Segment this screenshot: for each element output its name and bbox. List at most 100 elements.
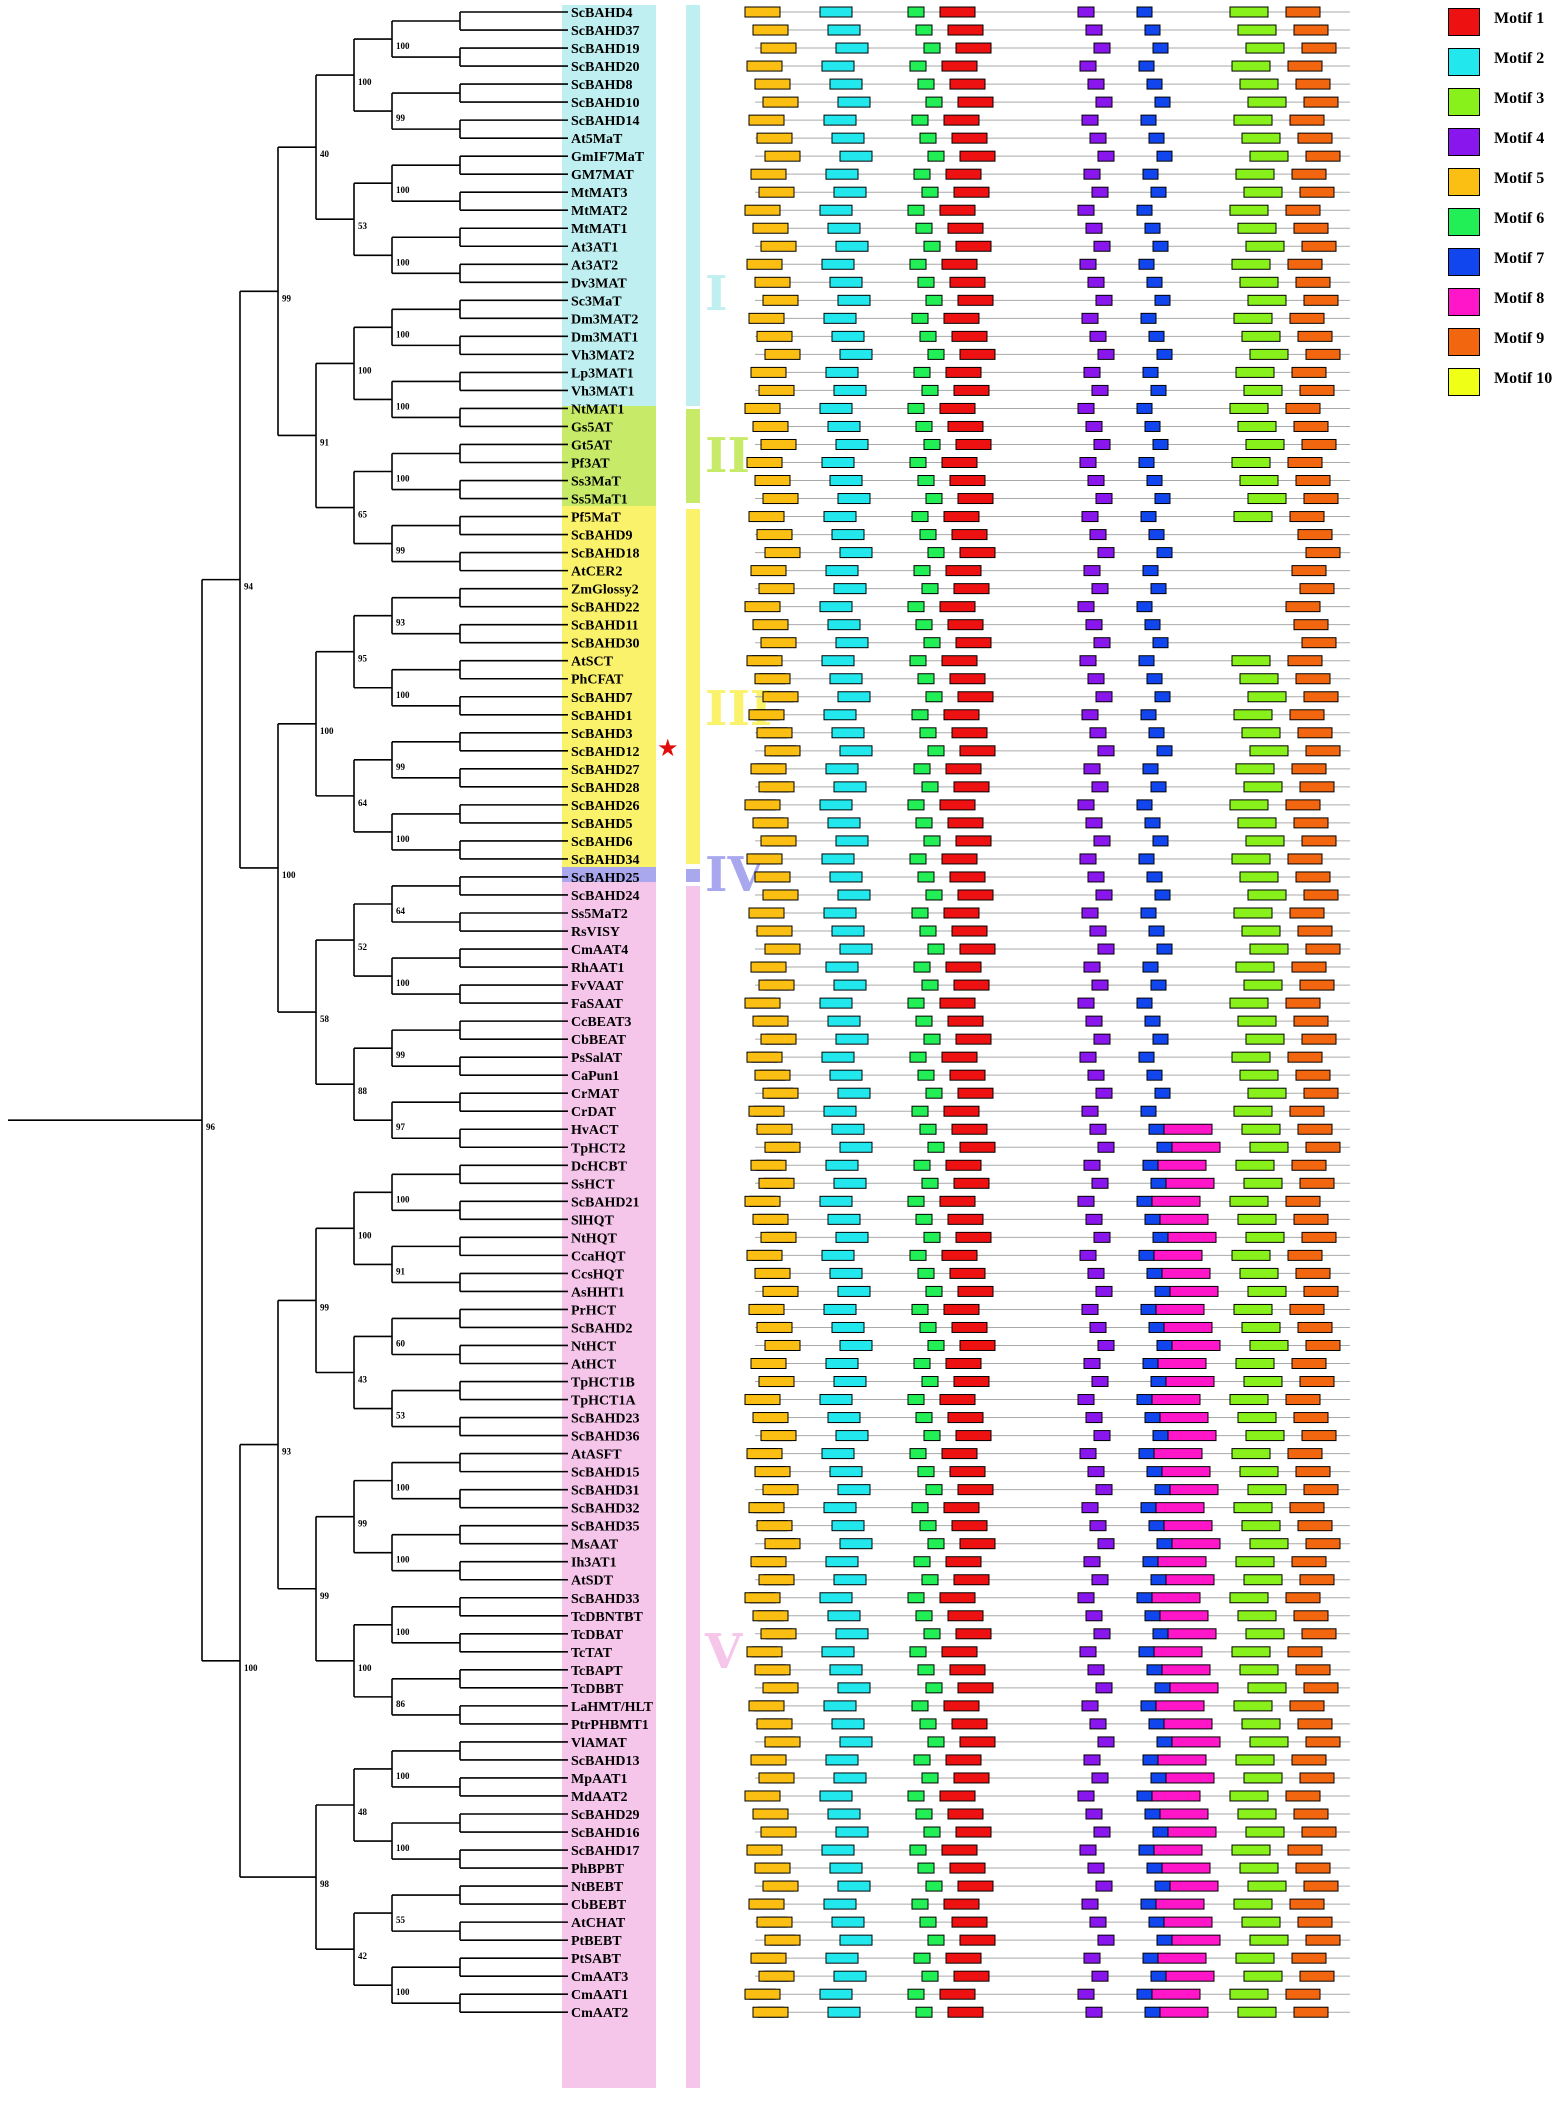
taxon-label: CmAAT2: [571, 2006, 628, 2021]
motif-box: [1235, 1358, 1275, 1369]
motif-box: [1089, 1520, 1107, 1532]
legend-swatch: [1448, 328, 1480, 356]
motif-box: [835, 1231, 869, 1243]
motif-box: [1154, 1484, 1171, 1496]
motif-box: [909, 60, 927, 72]
motif-box: [758, 384, 795, 396]
motif-box: [1156, 348, 1173, 360]
taxon-label: Dm3MAT1: [571, 330, 638, 345]
motif-box: [1079, 1051, 1097, 1063]
motif-box: [829, 871, 863, 883]
taxon-label: RhAAT1: [571, 961, 624, 976]
motif-box: [1138, 655, 1155, 667]
motif-box: [823, 114, 857, 126]
motif-box: [927, 1339, 945, 1351]
motif-box: [1157, 1159, 1207, 1171]
motif-box: [951, 132, 988, 144]
motif-box: [1156, 1141, 1173, 1153]
motif-box: [1293, 1015, 1329, 1027]
motif-box: [1233, 312, 1273, 324]
motif-box: [829, 673, 863, 685]
bootstrap-value: 58: [320, 1014, 330, 1024]
motif-box: [1241, 132, 1281, 144]
motif-box: [1295, 871, 1331, 883]
motif-box: [754, 871, 791, 883]
taxon-label: Pf5MaT: [571, 511, 621, 526]
motif-box: [1239, 1466, 1279, 1478]
taxon-label: MtMAT1: [571, 222, 628, 237]
motif-box: [1293, 1213, 1329, 1225]
motif-box: [831, 1321, 865, 1333]
motif-box: [1093, 1826, 1111, 1838]
motif-box: [756, 1520, 793, 1532]
motif-box: [1093, 637, 1111, 649]
motif-box: [746, 655, 783, 667]
motif-box: [913, 1952, 931, 1964]
motif-box: [951, 1321, 988, 1333]
motif-box: [821, 1051, 855, 1063]
motif-box: [819, 6, 853, 18]
bootstrap-value: 99: [282, 293, 292, 303]
motif-box: [1237, 1213, 1277, 1225]
motif-box: [1229, 1790, 1269, 1802]
motif-box: [1293, 222, 1329, 234]
motif-box: [1231, 1448, 1271, 1460]
bootstrap-value: 99: [396, 762, 406, 772]
taxon-label: AsHHT1: [571, 1285, 625, 1300]
motif-box: [927, 348, 945, 360]
bootstrap-value: 100: [396, 978, 410, 988]
motif-box: [925, 294, 943, 306]
clade-I-background: [562, 5, 656, 406]
taxon-label: ScBAHD20: [571, 60, 639, 75]
motif-box: [1163, 1321, 1213, 1333]
motif-box: [909, 853, 927, 865]
motif-box: [819, 1195, 853, 1207]
taxon-label: CcsHQT: [571, 1267, 625, 1282]
taxon-label: Gt5AT: [571, 438, 613, 453]
motif-box: [1095, 1484, 1113, 1496]
motif-box: [1229, 402, 1269, 414]
bootstrap-value: 100: [396, 185, 410, 195]
motif-box: [907, 601, 925, 613]
motif-box: [947, 1015, 984, 1027]
legend-swatch: [1448, 48, 1480, 76]
bootstrap-value: 65: [358, 510, 368, 520]
legend-swatch: [1448, 288, 1480, 316]
motif-box: [1077, 1790, 1095, 1802]
motif-box: [756, 1718, 793, 1730]
motif-box: [1247, 493, 1287, 505]
motif-box: [750, 366, 787, 378]
motif-box: [915, 420, 933, 432]
motif-box: [1154, 493, 1171, 505]
motif-box: [1297, 132, 1333, 144]
motif-box: [839, 348, 873, 360]
motif-box: [1083, 565, 1101, 577]
motif-box: [746, 1448, 783, 1460]
motif-box: [1079, 457, 1097, 468]
motif-box: [1136, 1394, 1153, 1406]
motif-box: [1291, 763, 1327, 775]
motif-box: [1144, 817, 1161, 829]
motif-box: [1299, 1970, 1335, 1982]
motif-box: [1161, 1466, 1211, 1478]
bootstrap-value: 53: [396, 1411, 406, 1421]
motif-box: [1142, 168, 1159, 180]
taxon-label: MtMAT2: [571, 204, 628, 219]
motif-box: [1169, 1484, 1219, 1496]
taxon-label: At5MaT: [571, 132, 623, 147]
motif-box: [951, 1718, 988, 1730]
motif-box: [1285, 799, 1321, 811]
motif-box: [1077, 601, 1095, 613]
motif-box: [837, 1087, 871, 1099]
taxon-label: Pf3AT: [571, 457, 610, 472]
taxon-label: ScBAHD28: [571, 781, 639, 796]
motif-box: [1299, 1376, 1335, 1388]
motif-box: [1243, 781, 1283, 793]
motif-box: [1150, 979, 1167, 991]
motif-box: [1305, 150, 1341, 162]
motif-box: [748, 1105, 785, 1117]
motif-box: [911, 312, 929, 324]
taxon-label: Vh3MAT2: [571, 348, 635, 363]
motif-box: [829, 78, 863, 90]
motif-box: [756, 1916, 793, 1928]
